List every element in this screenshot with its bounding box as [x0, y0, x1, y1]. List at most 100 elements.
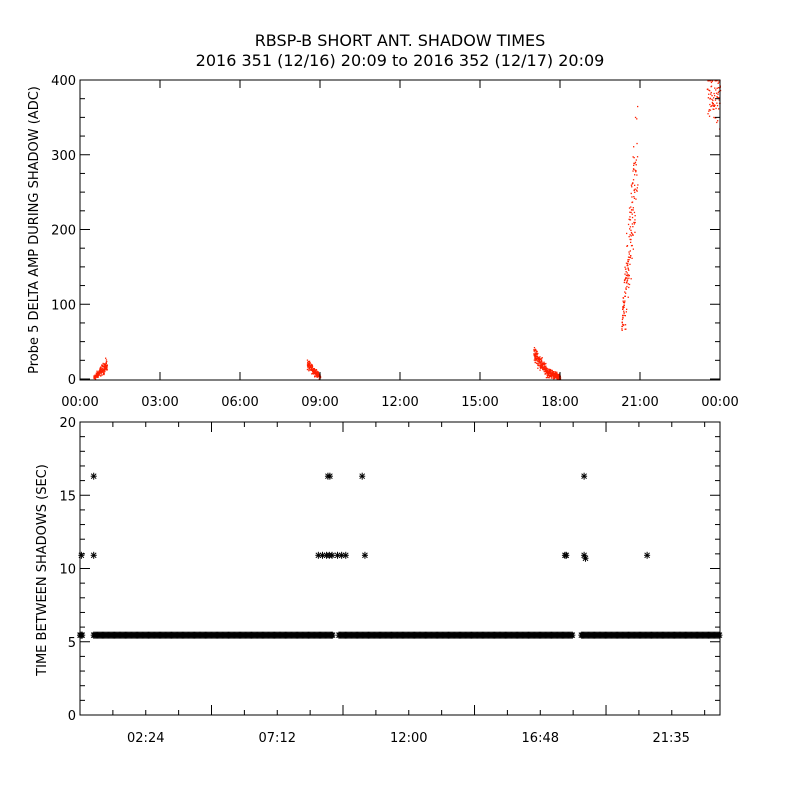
data-point: [543, 370, 545, 373]
data-point: [629, 238, 631, 241]
top-x-tick-label: 21:00: [621, 395, 658, 410]
data-point: [550, 375, 552, 377]
data-point: [318, 372, 320, 375]
data-point: [557, 378, 559, 380]
top-x-tick-label: 18:00: [541, 395, 578, 410]
data-point: [548, 377, 550, 379]
data-point: [537, 356, 540, 359]
data-point: [547, 376, 549, 378]
data-point: [314, 375, 316, 377]
top-x-tick-label: 15:00: [461, 395, 498, 410]
data-point: [97, 375, 99, 377]
star-marker: [359, 472, 366, 480]
data-point: [621, 325, 624, 328]
data-point: [546, 370, 548, 373]
data-point: [556, 373, 558, 375]
data-point: [634, 231, 636, 233]
bottom-y-tick-label: 15: [59, 489, 76, 504]
data-point: [717, 120, 719, 122]
data-point: [626, 280, 628, 282]
data-point: [533, 349, 535, 351]
data-point: [631, 223, 633, 225]
data-point: [103, 373, 105, 376]
data-point: [624, 279, 626, 282]
data-point: [633, 168, 635, 170]
top-x-tick-label: 12:00: [381, 395, 418, 410]
data-point: [545, 362, 547, 365]
data-point: [103, 364, 106, 366]
data-point: [713, 92, 715, 95]
data-point: [551, 371, 553, 373]
data-point: [631, 213, 633, 215]
data-point: [630, 241, 632, 243]
data-point: [94, 377, 97, 379]
data-point: [104, 370, 106, 373]
data-point: [316, 374, 319, 376]
data-point: [102, 362, 104, 365]
data-point: [635, 159, 637, 161]
data-point: [105, 366, 107, 368]
data-point: [311, 367, 313, 369]
data-point: [711, 105, 713, 107]
data-point: [538, 361, 540, 363]
data-point: [712, 99, 714, 102]
data-point: [543, 368, 545, 370]
data-point: [310, 369, 312, 371]
data-point: [628, 207, 631, 209]
data-point: [629, 211, 631, 213]
data-point: [545, 369, 547, 371]
data-point: [709, 97, 711, 99]
data-point: [308, 369, 311, 371]
data-point: [94, 378, 97, 380]
data-point: [534, 361, 536, 364]
data-point: [548, 374, 550, 376]
data-point: [630, 235, 632, 237]
top-y-tick-label: 300: [51, 149, 76, 164]
data-point: [100, 375, 102, 377]
bottom-x-tick-label: 07:12: [259, 731, 296, 746]
data-point: [538, 358, 540, 360]
data-point: [540, 359, 543, 362]
data-point: [308, 363, 310, 365]
bottom-y-tick-label: 0: [68, 709, 76, 724]
data-point: [550, 370, 552, 372]
data-point: [536, 350, 538, 353]
data-point: [626, 245, 629, 247]
data-point: [711, 95, 713, 97]
data-point: [314, 371, 316, 373]
data-point: [628, 283, 631, 286]
data-point: [715, 80, 717, 82]
data-point: [634, 162, 636, 165]
data-point: [105, 368, 107, 370]
data-point: [628, 259, 630, 261]
data-point: [630, 255, 632, 257]
data-point: [625, 271, 627, 273]
data-point: [106, 367, 108, 369]
data-point: [632, 248, 634, 250]
data-point: [632, 226, 634, 228]
data-point: [630, 231, 633, 234]
top-x-tick-label: 09:00: [301, 395, 338, 410]
data-point: [94, 377, 96, 379]
data-point: [537, 356, 539, 358]
data-point: [626, 308, 628, 310]
data-point: [715, 92, 718, 94]
data-point: [636, 190, 638, 192]
data-point: [622, 316, 624, 318]
data-point: [623, 281, 625, 284]
data-point: [712, 105, 715, 107]
bottom-plot-points: [77, 472, 723, 639]
data-point: [538, 365, 540, 367]
top-y-axis-label: Probe 5 DELTA AMP DURING SHADOW (ADC): [27, 86, 42, 374]
data-point: [631, 196, 633, 198]
bottom-plot-frame: [79, 421, 721, 716]
data-point: [709, 109, 712, 111]
data-point: [536, 363, 539, 365]
data-point: [552, 372, 554, 374]
data-point: [97, 376, 99, 378]
data-point: [713, 108, 715, 110]
data-point: [536, 358, 538, 360]
top-y-tick-label: 400: [51, 74, 76, 89]
data-point: [103, 372, 105, 374]
